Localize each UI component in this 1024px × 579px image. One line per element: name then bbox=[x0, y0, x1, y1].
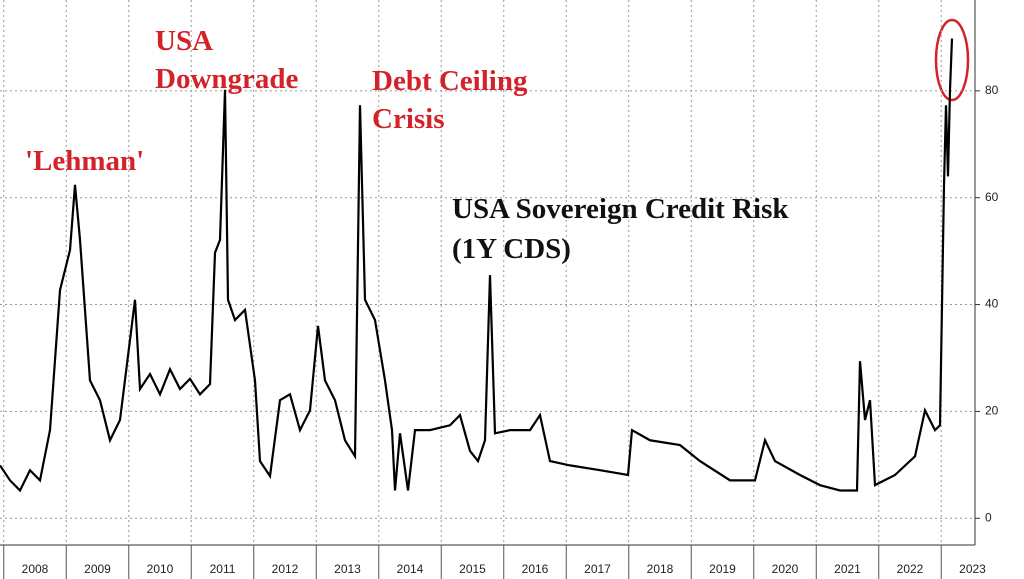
annotation: Debt Ceiling bbox=[372, 65, 528, 97]
x-tick-label: 2012 bbox=[272, 562, 299, 576]
highlight-ellipse bbox=[934, 18, 970, 102]
x-tick-label: 2014 bbox=[397, 562, 424, 576]
y-tick-label: 60 bbox=[985, 190, 999, 204]
x-tick-label: 2015 bbox=[459, 562, 486, 576]
chart-title: (1Y CDS) bbox=[452, 233, 571, 265]
x-tick-label: 2016 bbox=[522, 562, 549, 576]
y-tick-label: 0 bbox=[985, 510, 992, 524]
x-tick-label: 2010 bbox=[147, 562, 174, 576]
annotation: Crisis bbox=[372, 103, 445, 135]
x-tick-label: 2021 bbox=[834, 562, 861, 576]
y-tick-label: 20 bbox=[985, 404, 999, 418]
y-tick-label: 80 bbox=[985, 83, 999, 97]
line bbox=[0, 38, 954, 493]
x-tick-label: 2023 bbox=[959, 562, 986, 576]
annotation: 'Lehman' bbox=[25, 145, 144, 177]
x-tick-label: 2013 bbox=[334, 562, 361, 576]
x-tick-label: 2017 bbox=[584, 562, 611, 576]
annotation: USA bbox=[155, 25, 213, 57]
x-tick-label: 2019 bbox=[709, 562, 736, 576]
x-tick-label: 2020 bbox=[772, 562, 799, 576]
x-tick-label: 2022 bbox=[897, 562, 924, 576]
y-tick-label: 40 bbox=[985, 297, 999, 311]
annotation: Downgrade bbox=[155, 63, 299, 95]
x-tick-label: 2009 bbox=[84, 562, 111, 576]
x-tick-label: 2008 bbox=[22, 562, 49, 576]
x-tick-label: 2018 bbox=[647, 562, 674, 576]
chart-title: USA Sovereign Credit Risk bbox=[452, 193, 789, 225]
x-tick-label: 2011 bbox=[210, 562, 236, 576]
